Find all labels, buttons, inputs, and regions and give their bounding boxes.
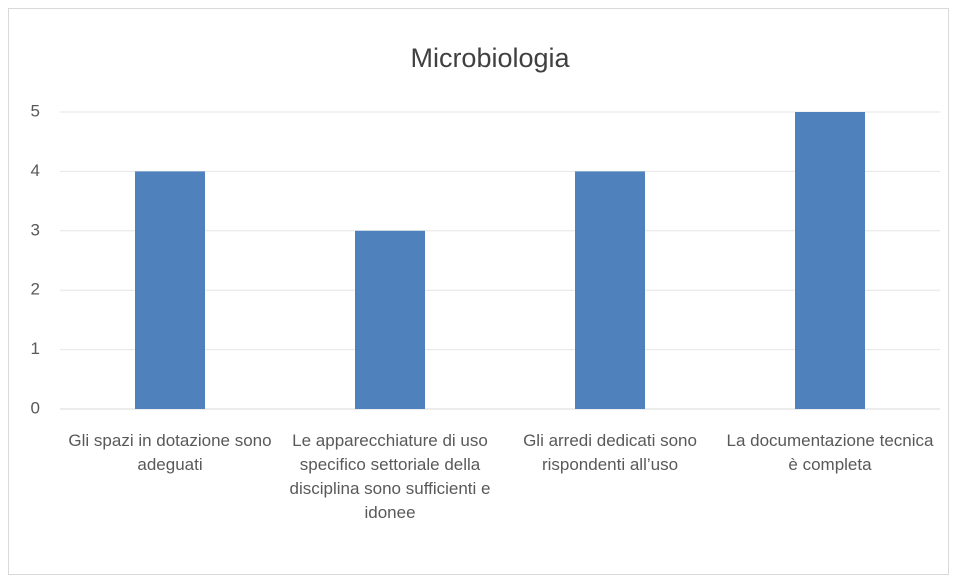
chart-title: Microbiologia	[410, 43, 570, 73]
y-tick-label: 2	[31, 280, 40, 299]
x-tick-label: Gli arredi dedicati sono rispondenti all…	[523, 431, 697, 474]
x-tick-label: Gli spazi in dotazione sono adeguati	[68, 431, 272, 474]
y-tick-label: 1	[31, 339, 40, 358]
y-tick-label: 4	[31, 161, 40, 180]
bar	[355, 230, 425, 409]
bar	[135, 171, 205, 409]
bar	[575, 171, 645, 409]
y-tick-label: 5	[31, 101, 40, 120]
y-tick-label: 0	[31, 398, 40, 417]
x-tick-label: Le apparecchiature di uso specifico sett…	[289, 431, 491, 522]
bar	[795, 112, 865, 409]
y-tick-label: 3	[31, 220, 40, 239]
x-tick-label: La documentazione tecnica è completa	[726, 431, 934, 474]
